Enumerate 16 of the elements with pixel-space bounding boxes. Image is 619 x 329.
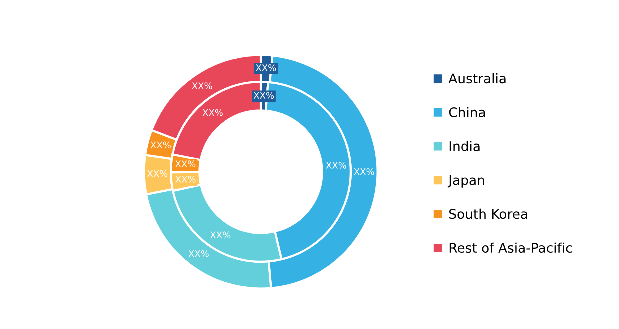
data-label: XX% (202, 109, 223, 116)
legend-label: Rest of Asia-Pacific (450, 242, 572, 254)
data-label: XX% (192, 82, 212, 90)
data-label: XX% (210, 232, 231, 239)
legend-label: India (450, 141, 480, 152)
data-label: XX% (176, 160, 196, 168)
data-label: XX% (326, 162, 346, 169)
data-label: XX% (150, 142, 171, 149)
legend-label: South Korea (450, 208, 528, 220)
legend-label: Australia (448, 73, 506, 84)
data-label: XX% (176, 176, 196, 183)
data-label: XX% (188, 250, 209, 258)
data-label: XX% (354, 168, 374, 176)
legend-label: Japan (448, 175, 484, 188)
data-label: XX% (147, 170, 168, 178)
legend-label: China (449, 107, 486, 118)
